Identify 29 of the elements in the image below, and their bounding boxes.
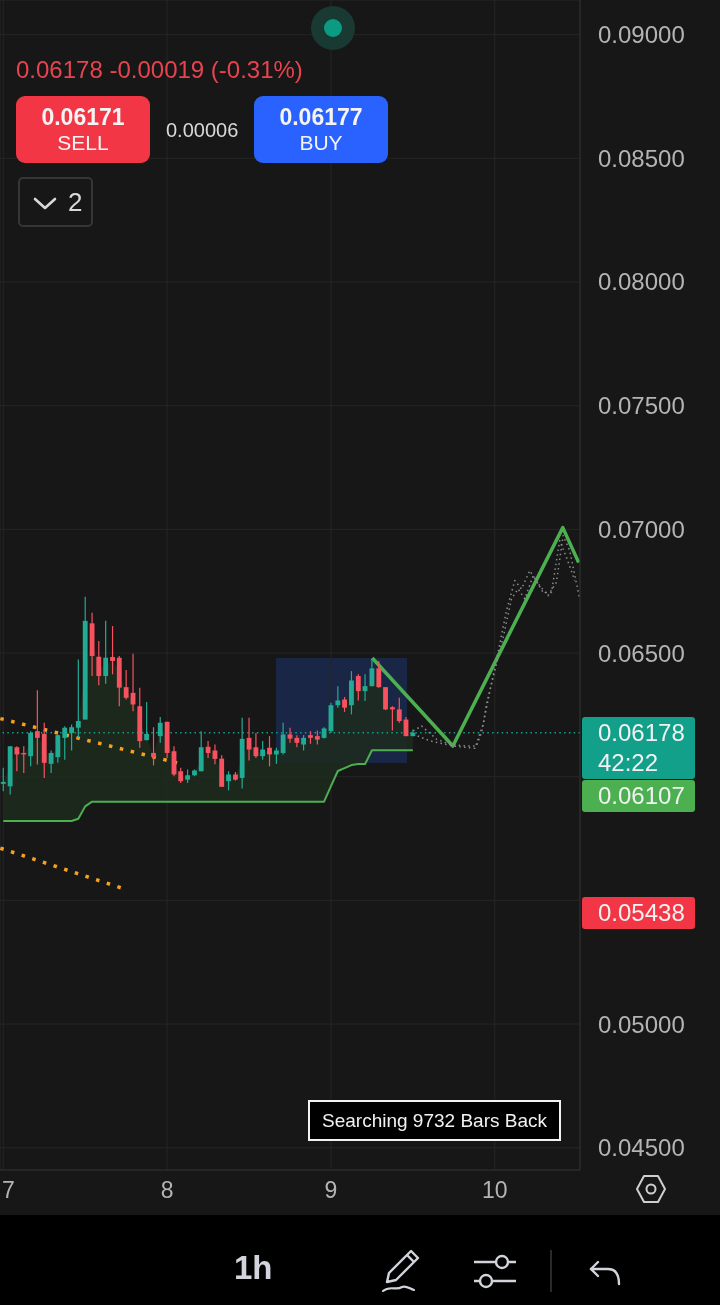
annotation: BUY bbox=[299, 131, 343, 154]
annotation: 0.06171 bbox=[41, 104, 125, 130]
y-tick-label: 0.06500 bbox=[598, 639, 685, 667]
y-tick-label: 0.05000 bbox=[598, 1010, 685, 1038]
label-box: Searching 9732 Bars Back bbox=[308, 1100, 561, 1141]
ref-line-label: 0.06178 bbox=[598, 718, 685, 746]
y-tick-label: 0.04500 bbox=[598, 1134, 685, 1162]
annotation: Searching 9732 Bars Back bbox=[322, 1109, 547, 1132]
y-tick-label: 0.09000 bbox=[598, 21, 685, 49]
x-tick-label: 9 bbox=[324, 1177, 338, 1203]
x-tick-label: 8 bbox=[160, 1177, 174, 1203]
text: 0.06178 -0.00019 (-0.31%) bbox=[16, 56, 303, 83]
toolbar: 1h bbox=[0, 1215, 720, 1305]
text: 0.06107 bbox=[598, 781, 685, 809]
y-tick-label: 0.08000 bbox=[598, 268, 685, 296]
annotation: 0.00006 bbox=[166, 119, 239, 141]
x-tick-label: 7 bbox=[2, 1177, 15, 1203]
annotation: 2 bbox=[68, 187, 83, 217]
y-tick-label: 0.07000 bbox=[598, 515, 685, 543]
y-tick-label: 0.07500 bbox=[598, 392, 685, 420]
annotation: SELL bbox=[57, 131, 109, 154]
text: 0.05438 bbox=[598, 899, 685, 926]
text: 42:22 bbox=[598, 748, 659, 776]
toggle-button: 2 bbox=[18, 177, 93, 227]
buy-button: 0.06177 BUY bbox=[254, 96, 388, 163]
annotation: 0.06177 bbox=[279, 104, 363, 130]
x-tick-label: 10 bbox=[482, 1177, 508, 1203]
sell-button: 0.06171 SELL bbox=[16, 96, 150, 163]
y-tick-label: 0.08500 bbox=[598, 144, 685, 172]
